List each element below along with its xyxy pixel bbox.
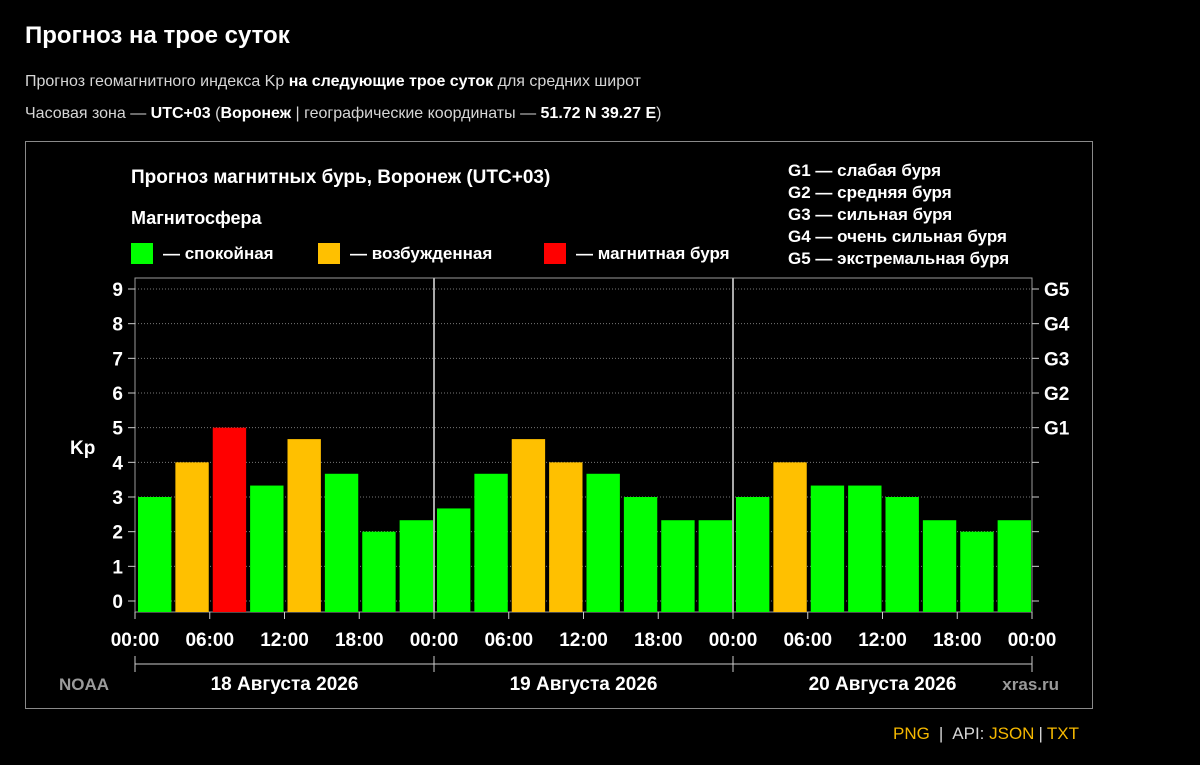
kp-bar: [773, 462, 807, 612]
kp-bar: [287, 439, 321, 612]
kp-bar: [997, 520, 1031, 612]
y-tick-label: 8: [112, 315, 123, 336]
x-tick-label: 12:00: [260, 630, 309, 651]
coords-label: | географические координаты —: [291, 105, 541, 122]
kp-bar: [362, 531, 396, 612]
kp-bar: [399, 520, 433, 612]
kp-bar: [549, 462, 583, 612]
y-tick-label: 6: [112, 384, 123, 405]
kp-bar: [511, 439, 546, 612]
export-links: PNG | API: JSON | TXT: [893, 724, 1079, 744]
y-axis-label: Kp: [70, 438, 95, 459]
kp-forecast-chart: Прогноз магнитных бурь, Воронеж (UTC+03)…: [59, 161, 1070, 695]
day-label: 20 Августа 2026: [809, 674, 957, 695]
txt-link[interactable]: TXT: [1046, 724, 1079, 743]
storm-level-label: G4: [1044, 315, 1070, 336]
y-tick-label: 0: [112, 592, 123, 613]
legend-title: Магнитосфера: [131, 208, 263, 228]
kp-bar: [810, 485, 845, 612]
y-tick-label: 9: [112, 280, 123, 301]
kp-bar: [960, 531, 994, 612]
legend-label: — магнитная буря: [576, 244, 730, 263]
kp-bar: [437, 508, 471, 612]
legend-swatch: [544, 243, 566, 264]
legend-swatch: [318, 243, 340, 264]
x-tick-label: 12:00: [858, 630, 907, 651]
legend-swatch: [131, 243, 153, 264]
kp-bar: [474, 473, 508, 612]
x-tick-label: 06:00: [185, 630, 234, 651]
city-name: Воронеж: [220, 105, 292, 122]
x-tick-label: 06:00: [484, 630, 533, 651]
kp-bar: [661, 520, 695, 612]
x-tick-label: 18:00: [634, 630, 683, 651]
storm-level-label: G1: [1044, 419, 1070, 440]
y-tick-label: 7: [112, 349, 123, 370]
source-xras: xras.ru: [1002, 675, 1059, 694]
x-tick-label: 06:00: [783, 630, 832, 651]
kp-bar: [586, 473, 620, 612]
chart-title: Прогноз магнитных бурь, Воронеж (UTC+03): [131, 167, 550, 188]
separator: |: [938, 724, 944, 743]
x-tick-label: 18:00: [933, 630, 982, 651]
day-label: 18 Августа 2026: [211, 674, 359, 695]
kp-bar: [175, 462, 209, 612]
timezone-value: UTC+03: [150, 105, 211, 122]
kp-bar: [848, 485, 882, 612]
storm-level-label: G3: [1044, 349, 1069, 370]
subtitle-text: Прогноз геомагнитного индекса Kp: [25, 73, 289, 90]
y-tick-label: 3: [112, 488, 123, 509]
storm-scale-item: G5 — экстремальная буря: [788, 249, 1009, 268]
kp-bar: [698, 520, 732, 612]
source-noaa: NOAA: [59, 675, 109, 694]
storm-scale-item: G4 — очень сильная буря: [788, 227, 1007, 246]
storm-level-label: G2: [1044, 384, 1069, 405]
kp-bar: [623, 497, 658, 612]
timezone-info: Часовая зона — UTC+03 (Воронеж | географ…: [25, 105, 661, 123]
kp-bar: [138, 497, 172, 612]
legend-label: — спокойная: [163, 244, 274, 263]
x-tick-label: 00:00: [410, 630, 459, 651]
y-tick-label: 4: [112, 453, 123, 474]
forecast-description: Прогноз геомагнитного индекса Kp на след…: [25, 73, 641, 91]
subtitle-tail: для средних широт: [493, 73, 641, 90]
x-tick-label: 00:00: [709, 630, 758, 651]
storm-scale-item: G1 — слабая буря: [788, 161, 941, 180]
kp-bar: [250, 485, 284, 612]
y-tick-label: 5: [112, 419, 123, 440]
json-link[interactable]: JSON: [989, 724, 1035, 743]
kp-bar: [324, 473, 359, 612]
legend-label: — возбужденная: [350, 244, 492, 263]
kp-bar: [885, 497, 919, 612]
timezone-paren-close: ): [656, 105, 662, 122]
storm-level-label: G5: [1044, 280, 1070, 301]
y-tick-label: 2: [112, 523, 123, 544]
x-tick-label: 00:00: [111, 630, 160, 651]
chart-frame: Прогноз магнитных бурь, Воронеж (UTC+03)…: [25, 141, 1093, 709]
kp-bar: [922, 520, 957, 612]
x-tick-label: 18:00: [335, 630, 384, 651]
kp-bar: [736, 497, 770, 612]
x-tick-label: 00:00: [1008, 630, 1057, 651]
page-title: Прогноз на трое суток: [25, 22, 290, 49]
png-link[interactable]: PNG: [893, 724, 930, 743]
separator: |: [1038, 724, 1043, 743]
day-label: 19 Августа 2026: [510, 674, 658, 695]
y-tick-label: 1: [112, 557, 123, 578]
api-label: API:: [952, 724, 990, 743]
kp-bar: [212, 427, 247, 612]
subtitle-emphasis: на следующие трое суток: [288, 73, 494, 90]
coords-value: 51.72 N 39.27 E: [540, 105, 657, 122]
x-tick-label: 12:00: [559, 630, 608, 651]
storm-scale-item: G3 — сильная буря: [788, 205, 952, 224]
timezone-paren-open: (: [210, 105, 221, 122]
timezone-label: Часовая зона —: [25, 105, 151, 122]
storm-scale-item: G2 — средняя буря: [788, 183, 952, 202]
